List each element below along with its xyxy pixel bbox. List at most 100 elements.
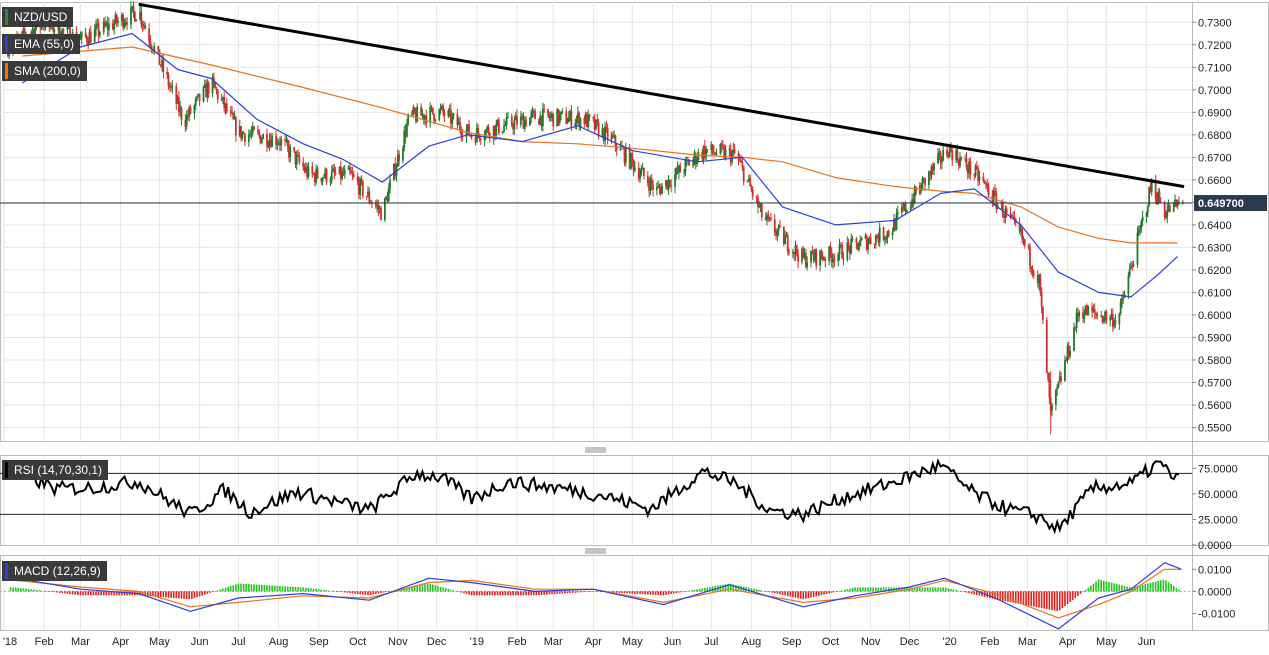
macd-histogram-bar xyxy=(1154,581,1157,592)
macd-histogram-bar xyxy=(196,591,198,598)
macd-histogram-bar xyxy=(960,591,963,592)
macd-histogram-bar xyxy=(815,591,818,597)
macd-histogram-bar xyxy=(755,589,758,592)
candle-body xyxy=(253,126,255,130)
candle-body xyxy=(1118,313,1121,325)
candle-body xyxy=(597,122,600,137)
macd-histogram-bar xyxy=(1152,582,1154,592)
candle-body xyxy=(495,124,498,136)
x-tick-label: Oct xyxy=(349,636,366,648)
candle-body xyxy=(740,160,742,163)
macd-histogram-bar xyxy=(1092,583,1095,592)
candle-body xyxy=(674,174,676,187)
macd-histogram-bar xyxy=(786,591,789,596)
current-price-tag xyxy=(1194,195,1267,212)
candle-body xyxy=(856,242,859,250)
candle-body xyxy=(924,177,926,185)
macd-histogram-bar xyxy=(95,591,97,596)
candle-body xyxy=(776,230,779,236)
symbol-legend[interactable]: NZD/USD xyxy=(2,7,74,27)
x-tick-label: Apr xyxy=(585,636,602,648)
macd-histogram-bar xyxy=(600,591,602,592)
candle-body xyxy=(578,112,581,127)
macd-histogram-bar xyxy=(45,591,48,592)
candle-body xyxy=(276,143,279,145)
candle-body xyxy=(782,226,785,245)
macd-histogram-bar xyxy=(735,584,737,592)
candle-body xyxy=(126,22,128,25)
macd-histogram-bar xyxy=(9,587,12,592)
candle-body xyxy=(1165,217,1167,219)
sma-line xyxy=(22,46,1178,244)
macd-histogram-bar xyxy=(952,589,955,592)
candle-body xyxy=(469,135,472,137)
macd-histogram-bar xyxy=(758,589,761,592)
macd-histogram-bar xyxy=(330,590,333,592)
candle-body xyxy=(479,139,482,141)
candle-body xyxy=(1172,202,1175,212)
candle-body xyxy=(937,154,939,164)
macd-histogram-bar xyxy=(597,591,600,592)
macd-histogram-bar xyxy=(652,591,654,595)
candle-body xyxy=(922,177,925,179)
candle-body xyxy=(632,160,635,171)
pane-dividers[interactable] xyxy=(585,447,606,554)
macd-histogram-bar xyxy=(507,591,509,596)
candle-body xyxy=(951,150,954,161)
candle-body xyxy=(720,144,723,147)
macd-histogram-bar xyxy=(281,586,284,592)
rsi-legend[interactable]: RSI (14,70,30,1) xyxy=(2,460,109,480)
candle-body xyxy=(184,120,187,127)
macd-histogram-bar xyxy=(486,591,488,596)
candle-body xyxy=(1166,209,1169,218)
macd-histogram-bar xyxy=(325,590,328,592)
candle-body xyxy=(551,113,553,116)
candle-body xyxy=(529,117,531,126)
macd-histogram-bar xyxy=(970,591,973,594)
macd-histogram-bar xyxy=(792,591,794,598)
candle-body xyxy=(534,111,537,120)
macd-y-tick-label: 0.0100 xyxy=(1198,564,1232,576)
candle-body xyxy=(304,167,307,172)
macd-histogram-bar xyxy=(1027,591,1030,606)
candle-body xyxy=(810,250,812,263)
candle-body xyxy=(750,186,753,191)
macd-histogram-bar xyxy=(346,591,349,593)
candle-body xyxy=(1029,247,1031,267)
candle-body xyxy=(1114,320,1117,325)
candle-body xyxy=(560,111,562,115)
candle-body xyxy=(978,176,981,181)
candle-body xyxy=(1136,232,1139,265)
candle-body xyxy=(878,227,881,243)
macd-histogram-bar xyxy=(442,587,444,592)
macd-histogram-bar xyxy=(354,591,356,594)
macd-histogram-bar xyxy=(856,587,859,592)
macd-histogram-bar xyxy=(830,591,833,593)
candle-body xyxy=(1047,372,1049,380)
candle-body xyxy=(1141,216,1144,222)
macd-histogram-bar xyxy=(170,591,172,598)
candle-body xyxy=(1149,187,1152,192)
ema-legend[interactable]: EMA (55,0) xyxy=(2,34,81,54)
candle-body xyxy=(501,131,504,134)
macd-histogram-bar xyxy=(672,591,675,594)
macd-histogram-bar xyxy=(818,591,820,596)
candle-body xyxy=(238,126,241,136)
x-tick-label: Sep xyxy=(309,636,329,648)
macd-histogram-bar xyxy=(610,591,613,593)
macd-histogram-bar xyxy=(981,591,983,597)
candle-body xyxy=(385,196,388,199)
macd-histogram-bar xyxy=(216,590,219,592)
candle-body xyxy=(176,97,179,104)
candle-body xyxy=(376,205,378,207)
candle-body xyxy=(1074,327,1077,329)
macd-histogram-bar xyxy=(989,591,991,599)
candle-body xyxy=(240,126,242,139)
macd-histogram-bar xyxy=(1007,591,1009,602)
macd-histogram-bar xyxy=(362,591,364,595)
candle-body xyxy=(804,253,807,267)
macd-histogram-bar xyxy=(299,587,302,592)
macd-legend[interactable]: MACD (12,26,9) xyxy=(2,561,107,581)
sma-legend[interactable]: SMA (200,0) xyxy=(2,61,87,81)
candle-body xyxy=(895,213,898,230)
